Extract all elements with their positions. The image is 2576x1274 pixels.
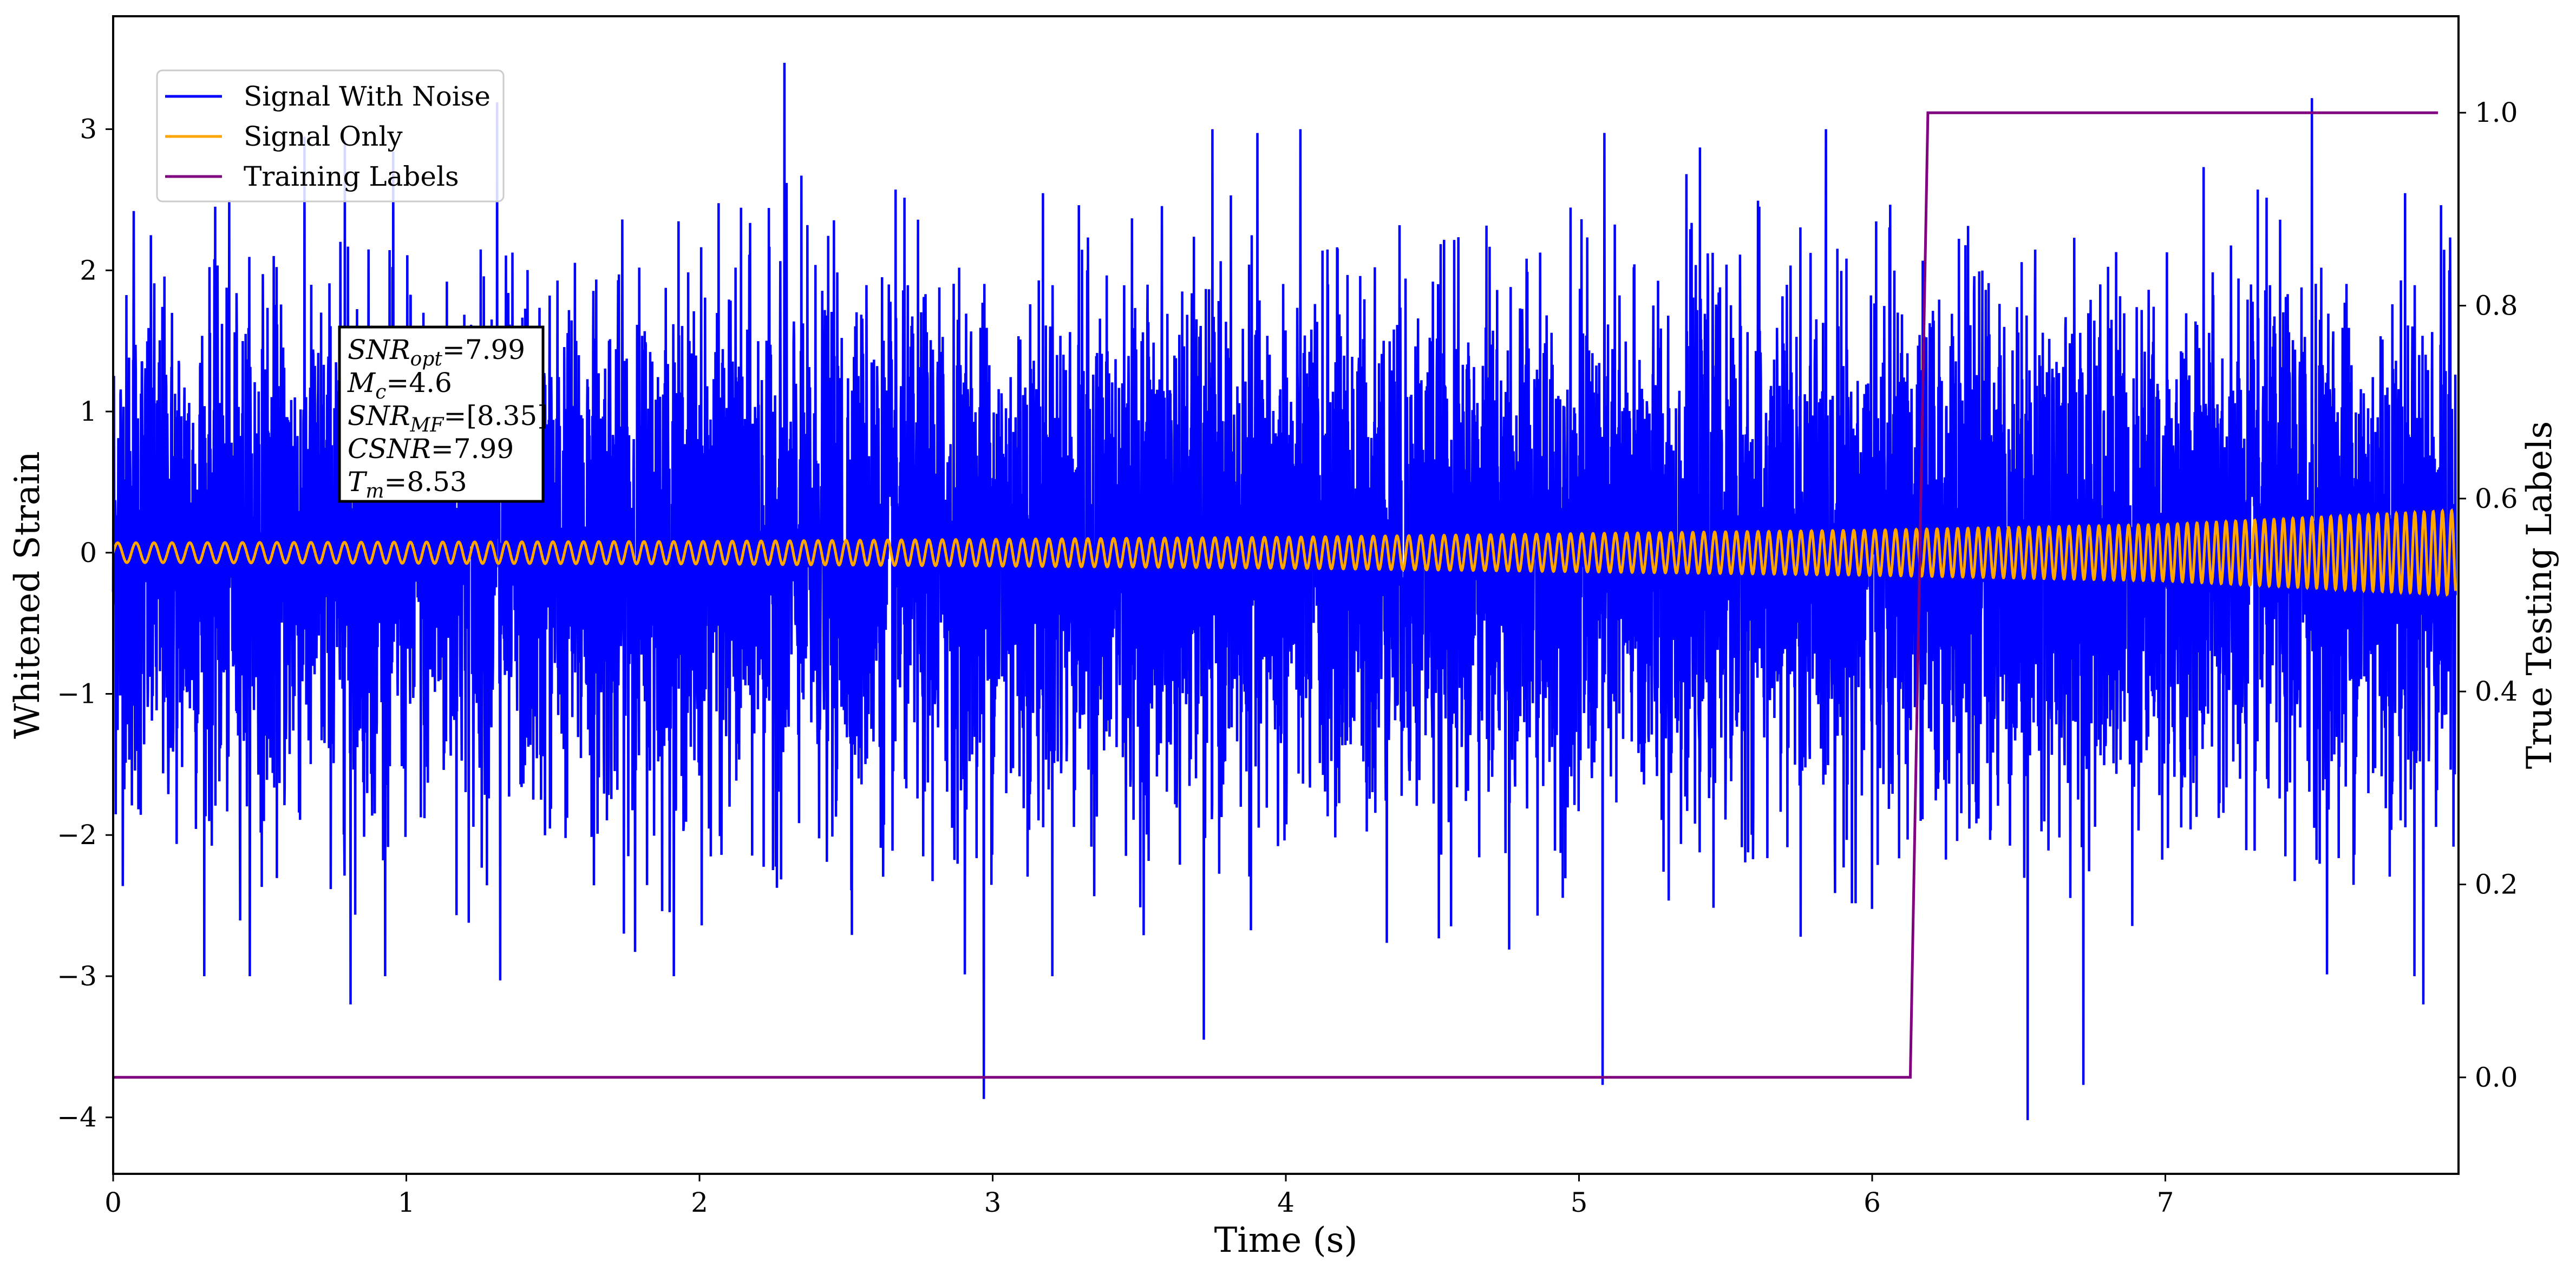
annotation-line: SNRopt=7.99	[348, 334, 525, 370]
annotation-value: =8.53	[384, 466, 467, 498]
y-right-tick-label: 0.2	[2475, 869, 2518, 900]
annotation-subscript: MF	[410, 414, 445, 436]
ticks-layer: 0 1 2 3 4 5 6 7 −4 −3 −2 −1 0 1 2 3 0.0 0.2 0.4 0.6 0.8 1.0	[57, 97, 2518, 1218]
y-tick-label: 0	[80, 537, 97, 569]
annotation-value: =7.99	[431, 433, 514, 465]
annotation-subscript: c	[375, 381, 386, 403]
x-tick-label: 1	[398, 1187, 415, 1218]
annotation-value: =[8.35]	[444, 400, 548, 432]
annotation-subscript: opt	[410, 348, 443, 370]
annotation-line: Tm=8.53	[348, 466, 467, 502]
annotation-symbol: SNR	[348, 334, 410, 365]
y-right-tick-label: 0.8	[2475, 290, 2518, 322]
signal-with-noise-layer	[112, 62, 2457, 1120]
y-tick-label: −4	[57, 1102, 97, 1133]
y-tick-label: −3	[57, 961, 97, 992]
x-tick-label: 4	[1277, 1187, 1294, 1218]
legend-label: Signal With Noise	[244, 81, 491, 112]
x-tick-label: 3	[984, 1187, 1002, 1218]
legend-label: Training Labels	[244, 161, 459, 192]
parameter-annotation-box: SNRopt=7.99Mc=4.6SNRMF=[8.35]CSNR=7.99Tm…	[338, 325, 548, 503]
training-labels-layer	[113, 111, 2438, 1079]
x-axis-title: Time (s)	[1214, 1220, 1358, 1260]
annotation-box	[338, 325, 545, 503]
annotation-line: CSNR=7.99	[348, 433, 514, 465]
y-tick-label: −2	[57, 819, 97, 851]
annotation-line: Mc=4.6	[347, 367, 452, 403]
y-tick-label: 2	[80, 254, 97, 286]
y-right-tick-label: 1.0	[2475, 97, 2518, 128]
legend-label: Signal Only	[244, 121, 403, 152]
y-right-tick-label: 0.4	[2475, 676, 2518, 707]
annotation-symbol: CSNR	[348, 433, 431, 465]
x-tick-label: 7	[2157, 1187, 2174, 1218]
x-tick-label: 6	[1864, 1187, 1881, 1218]
signal-only-layer	[112, 508, 2457, 597]
x-tick-label: 2	[691, 1187, 708, 1218]
y-axis-title: Whitened Strain	[8, 451, 48, 739]
legend-box	[156, 69, 505, 202]
y-right-tick-label: 0.0	[2475, 1062, 2518, 1093]
annotation-symbol: T	[348, 466, 368, 498]
annotation-symbol: M	[347, 367, 376, 398]
signal-only-line	[112, 508, 2457, 597]
y-tick-label: 1	[80, 396, 97, 427]
x-tick-label: 5	[1571, 1187, 1588, 1218]
annotation-value: =4.6	[386, 367, 452, 398]
x-tick-label: 0	[104, 1187, 122, 1218]
training-labels-line	[113, 111, 2438, 1079]
legend: Signal With Noise Signal Only Training Lab…	[156, 69, 505, 202]
annotation-line: SNRMF=[8.35]	[348, 400, 548, 436]
y-axis-right-title: True Testing Labels	[2520, 421, 2560, 769]
annotation-subscript: m	[365, 480, 384, 502]
annotation-value: =7.99	[442, 334, 525, 365]
signal-with-noise-line	[112, 62, 2457, 1120]
y-tick-label: 3	[80, 114, 97, 145]
y-right-tick-label: 0.6	[2475, 483, 2518, 514]
annotation-symbol: SNR	[348, 400, 410, 432]
y-tick-label: −1	[57, 678, 97, 710]
